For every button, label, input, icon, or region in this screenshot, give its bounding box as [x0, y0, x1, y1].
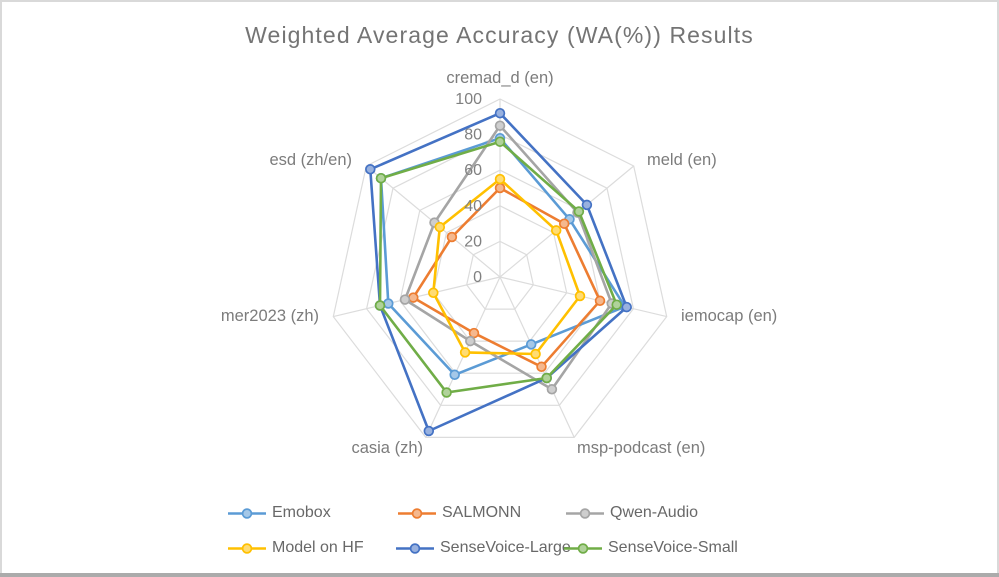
legend-label: Model on HF	[272, 539, 364, 556]
data-point-marker-qwen-audio	[494, 120, 506, 131]
legend-dot	[409, 542, 421, 554]
legend-dot	[241, 507, 253, 519]
grid-ring-40	[432, 205, 568, 342]
radial-tick-label: 0	[473, 269, 482, 286]
legend-item-emobox: Emobox	[228, 504, 331, 521]
axis-label-msp-podcast-en-: msp-podcast (en)	[577, 439, 705, 457]
series-line-model-on-hf	[431, 177, 582, 356]
data-point-marker-qwen-audio	[399, 294, 411, 305]
legend-label: Qwen-Audio	[610, 504, 699, 521]
data-point-marker-sensevoice-large	[423, 425, 435, 437]
legend-label: SenseVoice-Large	[440, 539, 571, 556]
legend-marker-icon	[564, 542, 602, 554]
series-line-salmonn	[411, 186, 602, 369]
data-point-marker-sensevoice-large	[581, 199, 593, 211]
window-bottom-edge	[0, 573, 999, 577]
radial-tick-label: 80	[464, 127, 482, 144]
data-point-marker-sensevoice-small	[374, 300, 386, 311]
legend-label: SALMONN	[442, 504, 522, 521]
series-line-sensevoice-small	[378, 140, 619, 394]
series-line-qwen-audio	[403, 124, 614, 391]
data-point-marker-sensevoice-large	[621, 301, 632, 313]
axis-label-cremad-d-en-: cremad_d (en)	[446, 69, 553, 87]
legend-dot	[241, 542, 253, 554]
data-point-marker-emobox	[449, 369, 460, 381]
legend-item-sensevoice-small: SenseVoice-Small	[564, 539, 738, 556]
data-point-marker-sensevoice-small	[375, 172, 387, 184]
data-point-marker-sensevoice-large	[365, 164, 376, 175]
legend-marker-icon	[398, 507, 436, 519]
legend-label: Emobox	[272, 504, 331, 521]
series-line-sensevoice-large	[368, 111, 629, 433]
axis-label-iemocap-en-: iemocap (en)	[681, 307, 777, 325]
data-point-marker-sensevoice-large	[494, 107, 506, 119]
radial-tick-label: 20	[464, 233, 482, 250]
legend-item-salmonn: SALMONN	[398, 504, 522, 521]
data-point-marker-salmonn	[594, 295, 606, 307]
data-point-marker-model-on-hf	[574, 290, 586, 302]
legend-marker-icon	[228, 542, 266, 554]
data-point-marker-sensevoice-small	[573, 206, 585, 217]
legend-item-model-on-hf: Model on HF	[228, 539, 364, 556]
axis-label-meld-en-: meld (en)	[647, 151, 717, 169]
data-point-marker-salmonn	[446, 231, 458, 243]
radar-chart-plot: 0 20 40 60 80 100 cremad_d (en) meld (en) iemoca…	[221, 69, 777, 457]
data-point-marker-emobox	[525, 339, 537, 350]
radial-tick-label: 40	[464, 198, 482, 215]
data-point-marker-model-on-hf	[459, 347, 471, 358]
legend-marker-icon	[396, 542, 434, 554]
axis-label-esd-zh-en-: esd (zh/en)	[269, 151, 352, 169]
data-point-marker-salmonn	[536, 361, 547, 373]
grid-ring-100	[332, 98, 668, 438]
data-point-marker-sensevoice-small	[611, 299, 622, 310]
data-point-marker-sensevoice-small	[494, 136, 506, 147]
axis-spoke	[425, 276, 501, 438]
data-point-marker-salmonn	[408, 292, 419, 303]
data-point-marker-sensevoice-small	[441, 387, 452, 398]
data-point-marker-salmonn	[558, 218, 570, 229]
data-point-marker-model-on-hf	[550, 225, 562, 236]
axis-label-casia-zh-: casia (zh)	[351, 439, 423, 457]
legend-label: SenseVoice-Small	[608, 539, 738, 556]
data-point-marker-model-on-hf	[434, 221, 446, 233]
legend-dot	[579, 507, 591, 519]
legend-marker-icon	[566, 507, 604, 519]
chart-title: Weighted Average Accuracy (WA(%)) Result…	[245, 22, 754, 48]
axis-label-mer2023-zh-: mer2023 (zh)	[221, 307, 319, 325]
data-point-marker-model-on-hf	[530, 348, 541, 360]
data-point-marker-model-on-hf	[428, 287, 439, 299]
series-line-emobox	[379, 136, 627, 377]
radial-tick-label: 60	[464, 162, 482, 179]
legend-item-qwen-audio: Qwen-Audio	[566, 504, 699, 521]
legend-marker-icon	[228, 507, 266, 519]
grid-ring-20	[466, 240, 534, 310]
data-point-marker-sensevoice-small	[541, 372, 552, 384]
legend-item-sensevoice-large: SenseVoice-Large	[396, 539, 571, 556]
data-point-marker-emobox	[383, 298, 394, 309]
radial-tick-label: 100	[455, 91, 482, 108]
data-point-marker-qwen-audio	[546, 384, 558, 395]
data-point-marker-qwen-audio	[465, 335, 476, 347]
data-point-marker-salmonn	[494, 182, 506, 194]
legend-dot	[577, 542, 589, 554]
data-point-marker-model-on-hf	[494, 173, 506, 185]
legend-dot	[411, 507, 423, 519]
grid-ring-80	[365, 133, 635, 406]
